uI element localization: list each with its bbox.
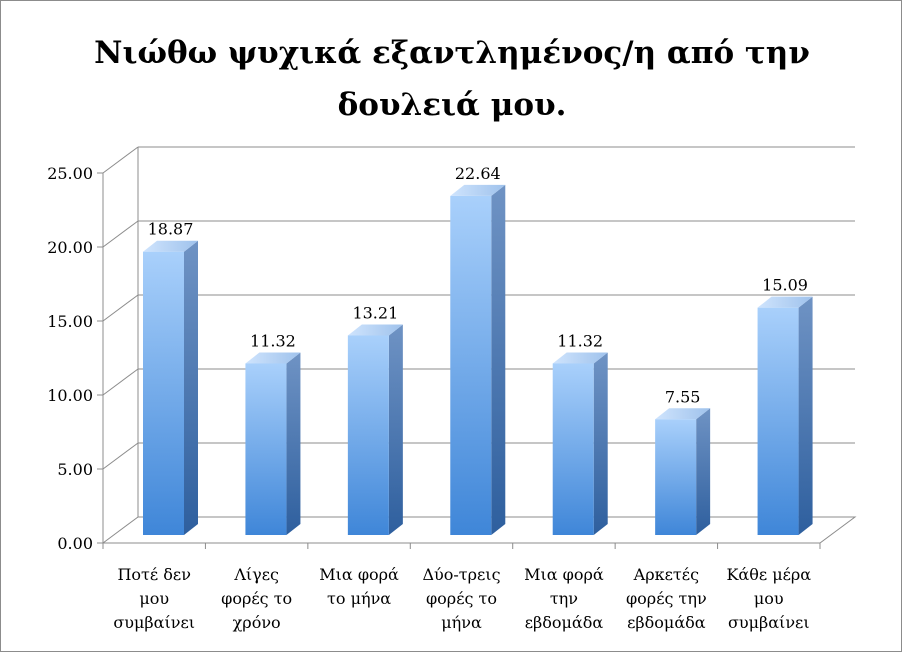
x-category-label: Ποτέ δεν [117,565,190,584]
bar [552,352,608,535]
x-category-label: φορές την [626,589,707,608]
chart-title-line-2: δουλειά μου. [337,87,567,123]
x-category-label: Αρκετές [633,565,699,584]
data-label: 15.09 [762,276,808,295]
x-category-label: μήνα [441,613,482,632]
y-tick-label: 0.00 [57,534,93,553]
bar-side [593,352,608,535]
data-label: 18.87 [148,220,194,239]
bar-front [143,251,184,535]
y-tick-label: 10.00 [47,386,93,405]
bar-top [552,352,608,364]
bar [245,352,301,535]
y-tick-label: 20.00 [47,238,93,257]
data-label: 7.55 [665,387,701,406]
data-label: 13.21 [352,303,398,322]
x-category-label: Κάθε μέρα [726,565,811,584]
x-category-label: συμβαίνει [113,613,195,632]
x-category-label: Δύο-τρεις [422,565,500,584]
x-category-label: φορές το [221,589,292,608]
x-category-label: μου [754,589,784,608]
x-category-label: συμβαίνει [728,613,810,632]
bar-side [286,352,301,535]
x-category-label: το μήνα [327,589,391,608]
gridline-depth [102,368,139,396]
bar-side [696,408,711,535]
data-label: 11.32 [557,331,603,350]
bar-front [552,363,594,535]
chart-title: Νιώθω ψυχικά εξαντλημένος/η από την δουλ… [1,27,902,131]
labels-layer: 0.00 5.00 10.00 15.00 20.00 25.00 18.87 Ποτέ δε… [47,164,811,632]
x-category-label: την [550,589,578,608]
gridline-depth [102,146,139,174]
bar-front [245,363,287,535]
bar-side [798,296,813,535]
x-category-label: φορές το [426,589,497,608]
bar [757,296,813,535]
bar-front [450,195,492,536]
bars-layer [143,184,813,536]
x-category-label: Λίγες [233,565,279,584]
bar-front [757,307,799,535]
y-tick-label: 25.00 [47,164,93,183]
y-tick-label: 15.00 [47,312,93,331]
chart-title-line-1: Νιώθω ψυχικά εξαντλημένος/η από την [94,35,810,71]
gridline-depth [102,442,139,470]
data-label: 22.64 [455,164,501,183]
bar-side [491,184,506,536]
bar [655,408,711,535]
bar [143,240,198,535]
x-category-label: Μια φορά [524,565,604,584]
data-label: 11.32 [250,331,296,350]
bar-side [184,240,198,535]
bar-top [450,184,506,196]
gridline-depth [102,294,139,322]
x-category-label: Μια φορά [319,565,399,584]
x-category-label: εβδομάδα [525,613,604,632]
bar [450,184,506,536]
y-tick-label: 5.00 [57,460,93,479]
x-category-label: εβδομάδα [627,613,706,632]
x-category-label: μου [139,589,169,608]
bar-front [655,419,697,535]
bar-top [143,240,198,252]
bar-top [347,324,403,336]
bar-top [655,408,711,420]
bar-top [245,352,301,364]
bar-side [388,324,403,535]
bar [347,324,403,535]
bar-top [757,296,813,308]
bar-front [347,335,389,535]
gridline-depth [102,220,139,248]
x-category-label: χρόνο [233,613,281,632]
